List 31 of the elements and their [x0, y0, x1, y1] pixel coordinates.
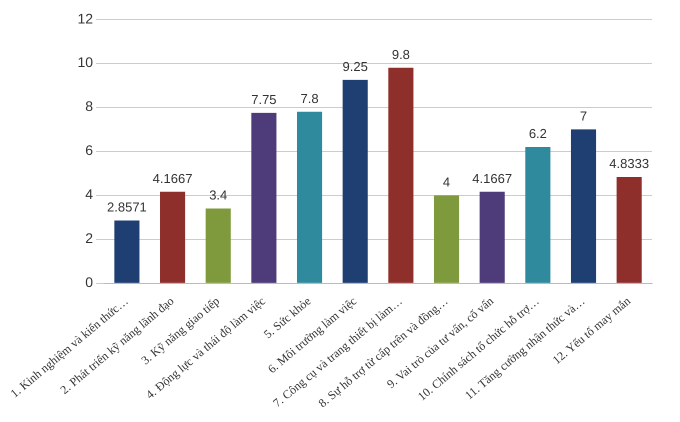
bar: [342, 80, 368, 283]
data-label: 3.4: [209, 188, 228, 203]
y-tick-label: 12: [77, 10, 94, 26]
data-label: 4.1667: [152, 170, 192, 186]
bar: [206, 208, 231, 283]
bar: [480, 192, 505, 283]
bar: [160, 192, 186, 283]
data-label: 7.8: [300, 90, 319, 106]
data-label: 2.8571: [107, 200, 147, 215]
bar: [616, 177, 642, 283]
bar: [525, 146, 550, 283]
y-tick-label: 8: [85, 98, 94, 114]
data-label: 7: [580, 108, 588, 124]
data-label: 4.8333: [609, 156, 650, 172]
bar: [570, 129, 596, 283]
y-tick-label: 2: [85, 230, 94, 246]
y-tick-label: 0: [85, 274, 94, 290]
data-label: 7.75: [251, 92, 277, 107]
y-tick-label: 6: [85, 142, 94, 158]
y-tick-label: 4: [85, 186, 94, 202]
bar: [114, 220, 140, 283]
bar: [251, 112, 276, 283]
data-label: 4.1667: [472, 170, 512, 186]
bar: [388, 68, 414, 283]
data-label: 9.25: [342, 58, 368, 74]
bar: [296, 112, 322, 283]
data-label: 9.8: [392, 46, 410, 62]
y-tick-label: 10: [77, 54, 94, 70]
data-label: 6.2: [528, 126, 547, 142]
bar: [434, 195, 460, 283]
data-label: 4: [442, 174, 450, 190]
